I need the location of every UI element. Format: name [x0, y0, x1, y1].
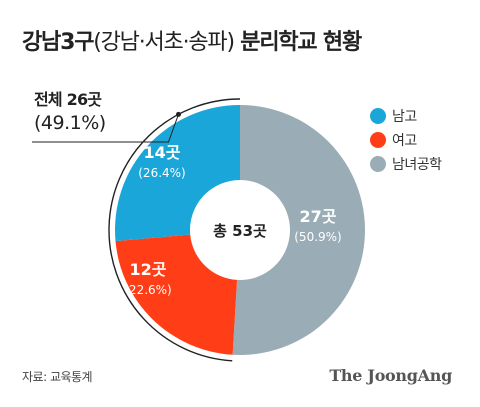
title-paren: (강남·서초·송파) — [93, 30, 235, 55]
center-total-label: 총 53곳 — [213, 222, 267, 240]
legend-swatch-boys — [370, 108, 386, 124]
slice-girls-percent-label: (22.6%) — [124, 283, 171, 297]
source-note: 자료: 교육통계 — [22, 370, 93, 384]
legend-item-coed: 남녀공학 — [370, 152, 442, 176]
legend-label-coed: 남녀공학 — [392, 157, 442, 173]
chart-title: 강남3구(강남·서초·송파) 분리학교 현황 — [22, 24, 362, 56]
legend-swatch-girls — [370, 132, 386, 148]
slice-girls — [115, 234, 238, 355]
slice-boys-percent-label: (26.4%) — [138, 166, 185, 180]
legend-item-girls: 여고 — [370, 128, 442, 152]
slice-coed-percent-label: (50.9%) — [294, 230, 341, 244]
total-annotation: 전체 26곳 (49.1%) — [34, 86, 106, 134]
legend: 남고 여고 남녀공학 — [370, 104, 442, 176]
slice-coed-value-label: 27곳 — [300, 207, 337, 226]
total-leader-line — [32, 114, 179, 143]
legend-item-boys: 남고 — [370, 104, 442, 128]
total-percent: (49.1%) — [34, 112, 106, 134]
legend-label-girls: 여고 — [392, 133, 417, 149]
total-leader-dot — [175, 111, 181, 117]
publisher-logo: The JoongAng — [329, 366, 452, 385]
slice-girls-value-label: 12곳 — [130, 260, 167, 279]
title-main: 강남3구 — [22, 30, 94, 55]
title-rest: 분리학교 현황 — [240, 30, 362, 55]
total-bracket-arc — [108, 98, 241, 362]
slice-boys-value-label: 14곳 — [144, 143, 181, 162]
legend-label-boys: 남고 — [392, 109, 417, 125]
total-label: 전체 26곳 — [34, 90, 102, 109]
slice-coed — [232, 105, 366, 355]
legend-swatch-coed — [370, 156, 386, 172]
slice-boys — [115, 105, 240, 242]
